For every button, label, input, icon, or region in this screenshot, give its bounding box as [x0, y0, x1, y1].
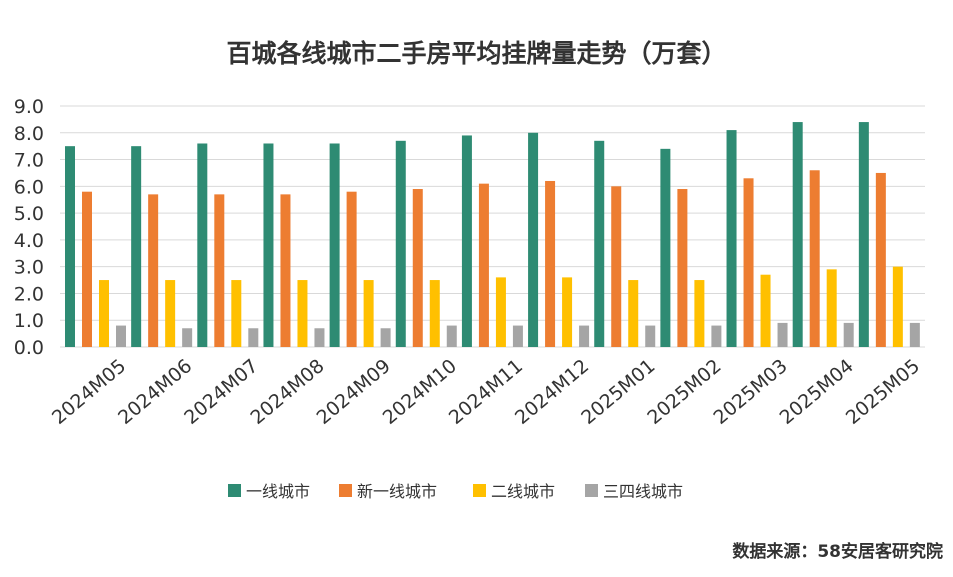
bar-newtier1 — [214, 194, 225, 347]
bar-newtier1 — [82, 191, 92, 347]
bar-tier2 — [562, 277, 573, 347]
bar-newtier1 — [743, 178, 754, 347]
legend-swatch — [473, 484, 486, 497]
bar-newtier1 — [412, 189, 423, 347]
bar-tier2 — [495, 277, 506, 347]
bar-tier2 — [165, 280, 176, 347]
x-tick-label: 2025M05 — [842, 355, 924, 429]
legend-label: 一线城市 — [246, 482, 310, 501]
bar-tier34 — [446, 325, 457, 347]
bar-tier2 — [231, 280, 242, 347]
bar-tier1 — [395, 140, 406, 347]
bar-tier34 — [843, 322, 854, 347]
bar-tier1 — [858, 122, 869, 347]
y-tick-label: 1.0 — [14, 310, 44, 332]
bar-tier1 — [594, 140, 605, 347]
y-tick-label: 2.0 — [14, 283, 44, 305]
bar-tier34 — [777, 322, 788, 347]
legend-label: 新一线城市 — [357, 482, 437, 501]
bars — [65, 122, 920, 347]
y-tick-label: 4.0 — [14, 230, 44, 252]
y-tick-label: 7.0 — [14, 150, 44, 172]
bar-tier2 — [99, 280, 109, 347]
bar-tier2 — [297, 280, 308, 347]
bar-tier1 — [131, 146, 142, 347]
bar-tier1 — [528, 132, 539, 347]
y-axis-ticks: 0.0 1.0 2.0 3.0 4.0 5.0 6.0 7.0 8.0 9.0 — [14, 96, 44, 359]
bar-tier1 — [65, 146, 75, 347]
y-tick-label: 8.0 — [14, 123, 44, 145]
y-tick-label: 9.0 — [14, 96, 44, 118]
bar-tier2 — [694, 280, 705, 347]
bar-newtier1 — [677, 189, 688, 347]
legend-swatch — [228, 484, 241, 497]
bar-tier34 — [248, 328, 259, 347]
bar-tier2 — [892, 266, 903, 347]
bar-newtier1 — [809, 170, 820, 347]
y-tick-label: 0.0 — [14, 337, 44, 359]
bar-tier34 — [512, 325, 523, 347]
bar-tier2 — [429, 280, 440, 347]
bar-newtier1 — [346, 191, 357, 347]
x-axis-ticks: 2024M052024M062024M072024M082024M092024M… — [48, 355, 924, 429]
legend-label: 二线城市 — [491, 482, 555, 501]
bar-tier1 — [792, 122, 803, 347]
legend-swatch — [585, 484, 598, 497]
bar-tier1 — [263, 143, 274, 347]
bar-tier2 — [826, 269, 837, 347]
bar-tier2 — [760, 274, 771, 347]
legend-label: 三四线城市 — [603, 482, 683, 501]
bar-tier34 — [909, 322, 920, 347]
y-tick-label: 3.0 — [14, 257, 44, 279]
bar-tier34 — [711, 325, 722, 347]
chart-title: 百城各线城市二手房平均挂牌量走势（万套） — [226, 39, 727, 68]
y-tick-label: 6.0 — [14, 176, 44, 198]
bar-tier34 — [579, 325, 590, 347]
legend: 一线城市 新一线城市 二线城市 三四线城市 — [228, 482, 683, 501]
bar-tier1 — [461, 135, 472, 347]
bar-tier34 — [645, 325, 656, 347]
bar-tier34 — [116, 325, 126, 347]
bar-tier1 — [726, 130, 737, 347]
bar-tier34 — [314, 328, 325, 347]
bar-newtier1 — [280, 194, 291, 347]
y-tick-label: 5.0 — [14, 203, 44, 225]
bar-tier1 — [660, 148, 671, 347]
bar-tier1 — [329, 143, 340, 347]
bar-newtier1 — [611, 186, 622, 347]
legend-swatch — [339, 484, 352, 497]
bar-tier34 — [182, 328, 193, 347]
bar-tier34 — [380, 328, 391, 347]
bar-tier1 — [197, 143, 208, 347]
bar-tier2 — [628, 280, 639, 347]
bar-newtier1 — [478, 183, 489, 347]
source-note: 数据来源：58安居客研究院 — [732, 542, 943, 562]
bar-newtier1 — [545, 180, 556, 347]
bar-newtier1 — [875, 172, 886, 347]
bar-newtier1 — [148, 194, 159, 347]
bar-tier2 — [363, 280, 374, 347]
